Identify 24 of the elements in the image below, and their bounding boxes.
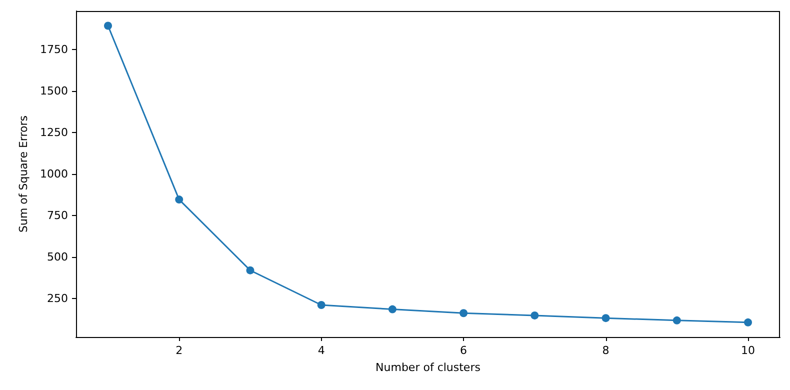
y-tick-label: 1000 [40,168,68,180]
point [388,305,396,314]
x-tick-label: 6 [460,344,468,357]
x-tick-label: 2 [176,344,183,357]
x-tick-label: 8 [602,344,610,357]
y-tick-label: 750 [47,208,68,222]
point [317,301,326,309]
point [744,318,752,326]
y-tick-label: 1750 [40,43,68,56]
x-axis-title: Number of clusters [376,361,481,374]
point [602,314,610,322]
point [460,309,468,318]
x-tick-label: 10 [741,344,755,357]
point [672,316,681,324]
point [104,22,112,30]
point [175,196,184,204]
y-tick-label: 500 [47,250,68,264]
y-tick-label: 1250 [40,126,68,140]
y-axis-title: Sum of Square Errors [17,115,30,233]
y-tick-label: 1500 [40,84,68,98]
point [530,311,539,320]
point [246,266,254,274]
y-tick-label: 250 [47,292,68,305]
x-tick-label: 4 [318,344,325,357]
